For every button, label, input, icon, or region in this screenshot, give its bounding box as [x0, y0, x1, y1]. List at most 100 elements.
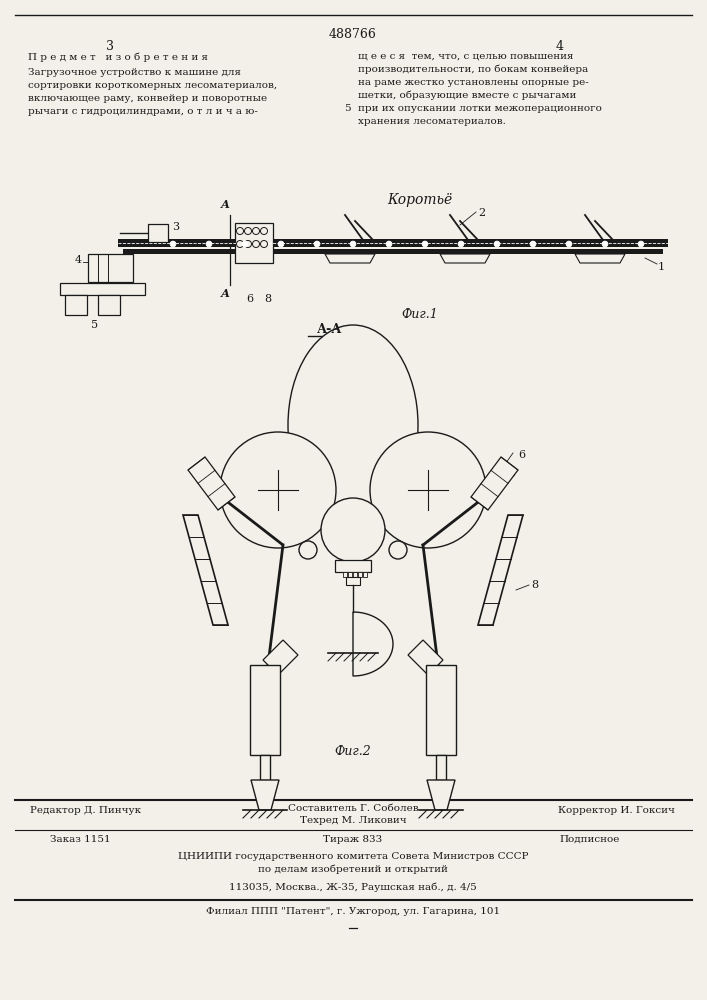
Text: ЦНИИПИ государственного комитета Совета Министров СССР: ЦНИИПИ государственного комитета Совета … — [177, 852, 528, 861]
Bar — [260, 755, 270, 780]
Circle shape — [245, 228, 252, 234]
Circle shape — [389, 541, 407, 559]
Text: 8: 8 — [531, 580, 538, 590]
Polygon shape — [183, 515, 228, 625]
Circle shape — [243, 241, 247, 247]
Circle shape — [237, 240, 243, 247]
Circle shape — [206, 241, 212, 247]
Bar — [250, 665, 280, 755]
Polygon shape — [251, 780, 279, 810]
Bar — [123, 249, 663, 254]
Text: 3: 3 — [172, 222, 179, 232]
Circle shape — [314, 241, 320, 247]
Text: Корректор И. Гоксич: Корректор И. Гоксич — [558, 806, 675, 815]
Text: хранения лесоматериалов.: хранения лесоматериалов. — [358, 117, 506, 126]
Bar — [353, 572, 357, 577]
Bar — [346, 577, 360, 585]
Circle shape — [370, 432, 486, 548]
Bar — [60, 283, 145, 295]
Text: А: А — [221, 199, 230, 210]
Polygon shape — [188, 457, 235, 510]
Bar — [65, 295, 87, 315]
Circle shape — [299, 541, 317, 559]
Text: dmin: dmin — [356, 530, 381, 538]
Circle shape — [566, 241, 572, 247]
Text: 6: 6 — [518, 450, 525, 460]
Polygon shape — [263, 640, 298, 675]
Bar — [98, 295, 120, 315]
Polygon shape — [353, 612, 393, 676]
Polygon shape — [471, 457, 518, 510]
Text: 488766: 488766 — [329, 28, 377, 41]
Circle shape — [386, 241, 392, 247]
Circle shape — [350, 241, 356, 247]
Text: А: А — [221, 288, 230, 299]
Circle shape — [245, 240, 252, 247]
Bar — [348, 572, 352, 577]
Text: по делам изобретений и открытий: по делам изобретений и открытий — [258, 865, 448, 874]
Text: Редактор Д. Пинчук: Редактор Д. Пинчук — [30, 806, 141, 815]
Text: 3: 3 — [106, 40, 114, 53]
Circle shape — [458, 241, 464, 247]
Text: Тираж 833: Тираж 833 — [323, 835, 382, 844]
Polygon shape — [478, 515, 523, 625]
Text: 4: 4 — [75, 255, 82, 265]
Circle shape — [278, 241, 284, 247]
Circle shape — [494, 241, 500, 247]
Bar — [436, 755, 446, 780]
Text: 4: 4 — [556, 40, 564, 53]
Text: П р е д м е т   и з о б р е т е н и я: П р е д м е т и з о б р е т е н и я — [28, 52, 208, 62]
Polygon shape — [408, 640, 443, 675]
Circle shape — [170, 241, 176, 247]
Text: 2: 2 — [478, 208, 485, 218]
Text: при их опускании лотки межоперационного: при их опускании лотки межоперационного — [358, 104, 602, 113]
Circle shape — [321, 498, 385, 562]
Bar — [426, 665, 456, 755]
Text: 1: 1 — [658, 262, 665, 272]
Circle shape — [237, 228, 243, 234]
Text: 5: 5 — [344, 104, 351, 113]
Circle shape — [252, 240, 259, 247]
Ellipse shape — [288, 325, 418, 525]
Text: 8: 8 — [264, 294, 271, 304]
Text: на раме жестко установлены опорные ре-: на раме жестко установлены опорные ре- — [358, 78, 589, 87]
Bar — [343, 572, 347, 577]
Circle shape — [530, 241, 536, 247]
Bar — [148, 224, 168, 242]
Text: сортировки короткомерных лесоматериалов,: сортировки короткомерных лесоматериалов, — [28, 81, 277, 90]
Bar — [118, 239, 668, 247]
Text: щ е е с я  тем, что, с целью повышения: щ е е с я тем, что, с целью повышения — [358, 52, 573, 61]
Circle shape — [220, 432, 336, 548]
Text: Филиал ППП "Патент", г. Ужгород, ул. Гагарина, 101: Филиал ППП "Патент", г. Ужгород, ул. Гаг… — [206, 907, 500, 916]
Polygon shape — [440, 254, 490, 263]
Text: Фиг.2: Фиг.2 — [334, 745, 371, 758]
Text: Загрузочное устройство к машине для: Загрузочное устройство к машине для — [28, 68, 241, 77]
Polygon shape — [575, 254, 625, 263]
Circle shape — [260, 240, 267, 247]
Circle shape — [602, 241, 608, 247]
Polygon shape — [325, 254, 375, 263]
Bar — [358, 572, 362, 577]
Text: включающее раму, конвейер и поворотные: включающее раму, конвейер и поворотные — [28, 94, 267, 103]
Circle shape — [252, 228, 259, 234]
Text: 6: 6 — [247, 294, 254, 304]
Circle shape — [422, 241, 428, 247]
Text: 5: 5 — [91, 320, 98, 330]
Text: А-А: А-А — [317, 323, 343, 336]
Text: производительности, по бокам конвейера: производительности, по бокам конвейера — [358, 65, 588, 75]
Text: шетки, образующие вместе с рычагами: шетки, образующие вместе с рычагами — [358, 91, 576, 101]
Bar — [335, 560, 371, 572]
Text: Техред М. Ликович: Техред М. Ликович — [300, 816, 407, 825]
Circle shape — [638, 241, 644, 247]
Bar — [235, 223, 273, 263]
Text: 7: 7 — [368, 637, 375, 647]
Bar — [363, 572, 367, 577]
Text: Заказ 1151: Заказ 1151 — [49, 835, 110, 844]
Polygon shape — [427, 780, 455, 810]
Text: Фиг.1: Фиг.1 — [402, 308, 438, 321]
Circle shape — [260, 228, 267, 234]
Text: Подписное: Подписное — [560, 835, 620, 844]
Bar — [88, 254, 133, 282]
Text: Составитель Г. Соболев: Составитель Г. Соболев — [288, 804, 419, 813]
Text: 113035, Москва., Ж-35, Раушская наб., д. 4/5: 113035, Москва., Ж-35, Раушская наб., д.… — [229, 882, 477, 892]
